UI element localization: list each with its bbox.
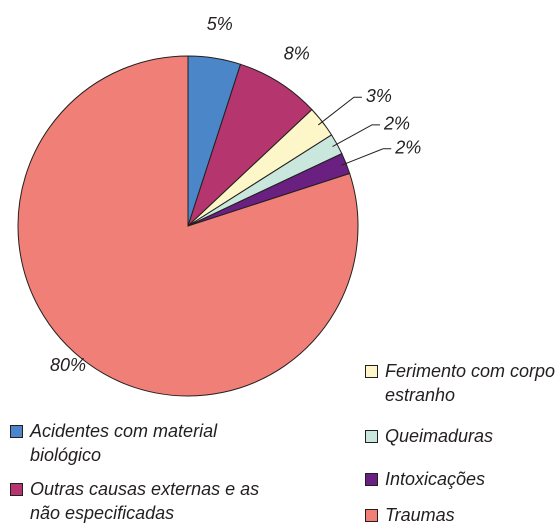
value-label: 5% [207, 14, 233, 34]
value-label: 2% [383, 114, 410, 134]
legend-swatch [10, 425, 23, 438]
legend-swatch [10, 483, 23, 496]
legend-swatch [365, 509, 378, 522]
legend-item: Traumas [365, 503, 558, 527]
legend-item: Queimaduras [365, 424, 558, 448]
legend-swatch [365, 365, 378, 378]
value-label: 8% [284, 43, 310, 63]
legend-item: Acidentes com material biológico [10, 419, 230, 467]
pie-slice [17, 55, 359, 397]
legend-label: Outras causas externas e as não especifi… [30, 479, 260, 523]
legend-label: Ferimento com corpo estranho [385, 361, 556, 405]
legend-label: Traumas [385, 505, 455, 525]
legend-item: Ferimento com corpo estranho [365, 359, 558, 407]
leader-line [317, 96, 362, 126]
value-label: 2% [394, 137, 421, 157]
legend-item: Intoxicações [365, 467, 558, 491]
legend-label: Acidentes com material biológico [30, 421, 218, 465]
legend-label: Queimaduras [385, 426, 494, 446]
legend-item: Outras causas externas e as não especifi… [10, 477, 290, 525]
legend-swatch [365, 430, 378, 443]
leader-line [341, 148, 392, 166]
value-label: 80% [50, 355, 86, 375]
value-label: 3% [366, 86, 392, 106]
legend-swatch [365, 473, 378, 486]
leader-line [332, 124, 381, 147]
legend-label: Intoxicações [385, 469, 486, 489]
